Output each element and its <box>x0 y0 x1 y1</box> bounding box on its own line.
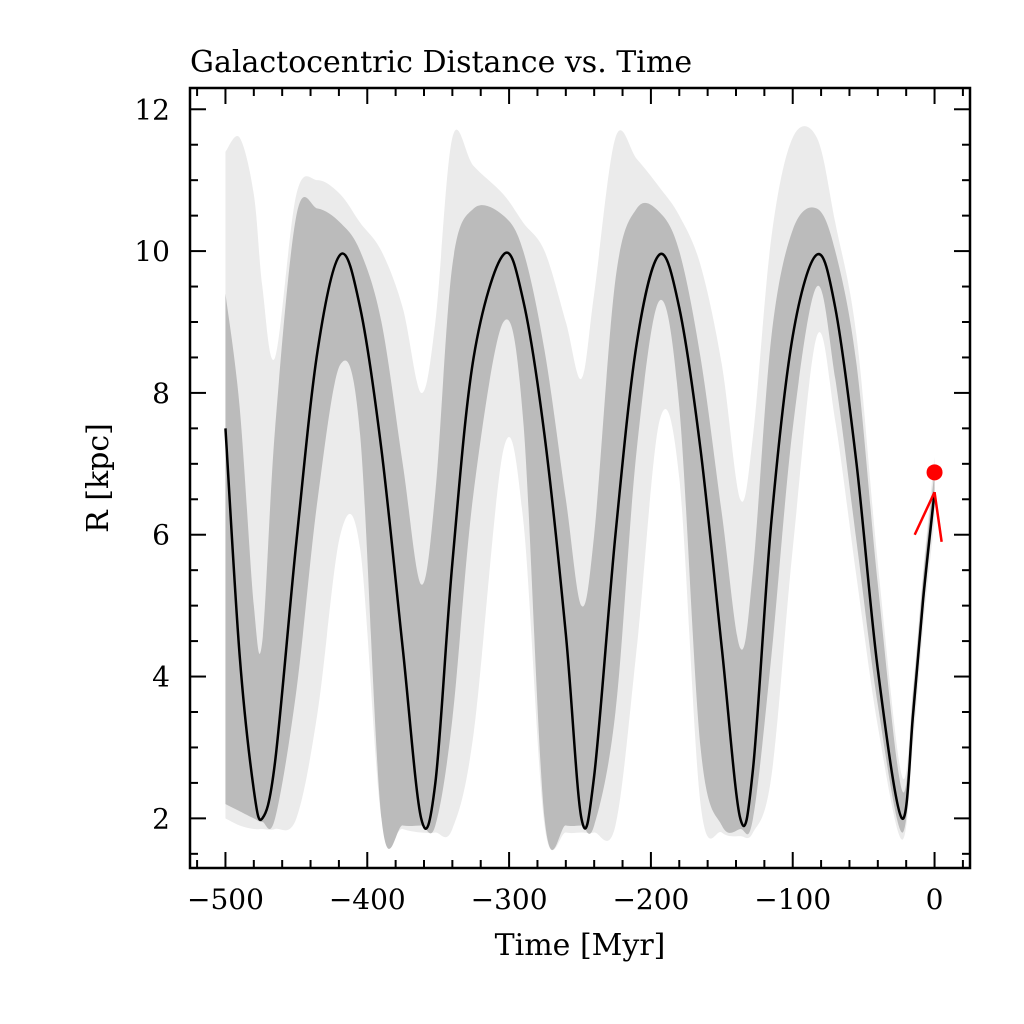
current-position-markers <box>913 464 943 542</box>
uncertainty-segment-2 <box>933 492 943 542</box>
x-tick-label: −200 <box>612 883 689 916</box>
y-tick-label: 4 <box>152 661 170 694</box>
y-axis-label: R [kpc] <box>81 423 116 533</box>
x-tick-label: −300 <box>471 883 548 916</box>
x-axis-label: Time [Myr] <box>495 928 666 963</box>
chart-title: Galactocentric Distance vs. Time <box>190 45 692 80</box>
uncertainty-segment-1 <box>913 491 936 536</box>
x-tick-label: −500 <box>187 883 264 916</box>
y-tick-label: 10 <box>134 235 170 268</box>
y-axis-ticks: 2 4 6 8 10 12 <box>134 93 970 855</box>
envelope-1sigma <box>225 196 935 850</box>
current-position-dot <box>926 464 943 481</box>
y-tick-label: 12 <box>134 93 170 126</box>
x-tick-label: −100 <box>754 883 831 916</box>
plot-frame <box>188 86 972 870</box>
x-tick-label: −400 <box>329 883 406 916</box>
y-tick-label: 2 <box>152 802 170 835</box>
best-fit-orbit-line <box>224 251 936 830</box>
y-tick-label: 8 <box>152 377 170 410</box>
x-tick-label: 0 <box>926 883 944 916</box>
x-axis-ticks: −500 −400 −300 −200 −100 0 <box>187 88 964 916</box>
y-tick-label: 6 <box>152 519 170 552</box>
plot-area <box>224 126 943 851</box>
